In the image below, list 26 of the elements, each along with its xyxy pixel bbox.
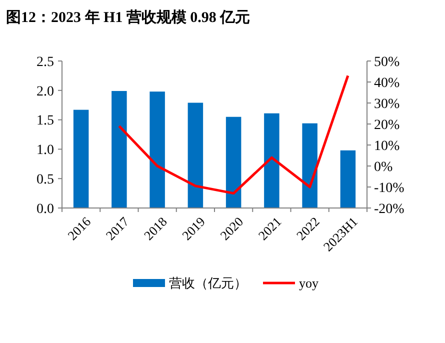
y2-tick-label: 0%	[374, 160, 393, 175]
y2-tick-label: 50%	[374, 54, 400, 70]
bar	[73, 110, 89, 208]
bar	[150, 92, 165, 208]
y-tick-label: 2.5	[36, 54, 54, 70]
y-tick-label: 0.0	[36, 202, 54, 217]
bar	[340, 150, 356, 208]
y2-tick-label: 30%	[374, 96, 400, 112]
y-tick-label: 1.0	[36, 143, 54, 158]
bar	[112, 90, 127, 208]
chart-title: 图12：2023 年 H1 营收规模 0.98 亿元	[6, 9, 250, 26]
y-tick-label: 1.5	[36, 114, 54, 129]
y2-tick-label: -10%	[374, 180, 405, 196]
y2-tick-label: -20%	[374, 202, 405, 217]
bar	[226, 116, 242, 208]
y-tick-label: 0.5	[36, 172, 54, 188]
y-tick-label: 2.0	[36, 84, 54, 100]
y2-tick-label: 40%	[374, 76, 400, 91]
legend-label: yoy	[299, 276, 319, 291]
line-series	[118, 74, 350, 195]
bar	[264, 113, 280, 208]
y2-tick-label: 20%	[374, 118, 400, 133]
bar	[188, 102, 204, 208]
y2-tick-label: 10%	[374, 138, 400, 154]
legend-label: 营收（亿元）	[169, 276, 247, 291]
bar	[302, 123, 318, 208]
